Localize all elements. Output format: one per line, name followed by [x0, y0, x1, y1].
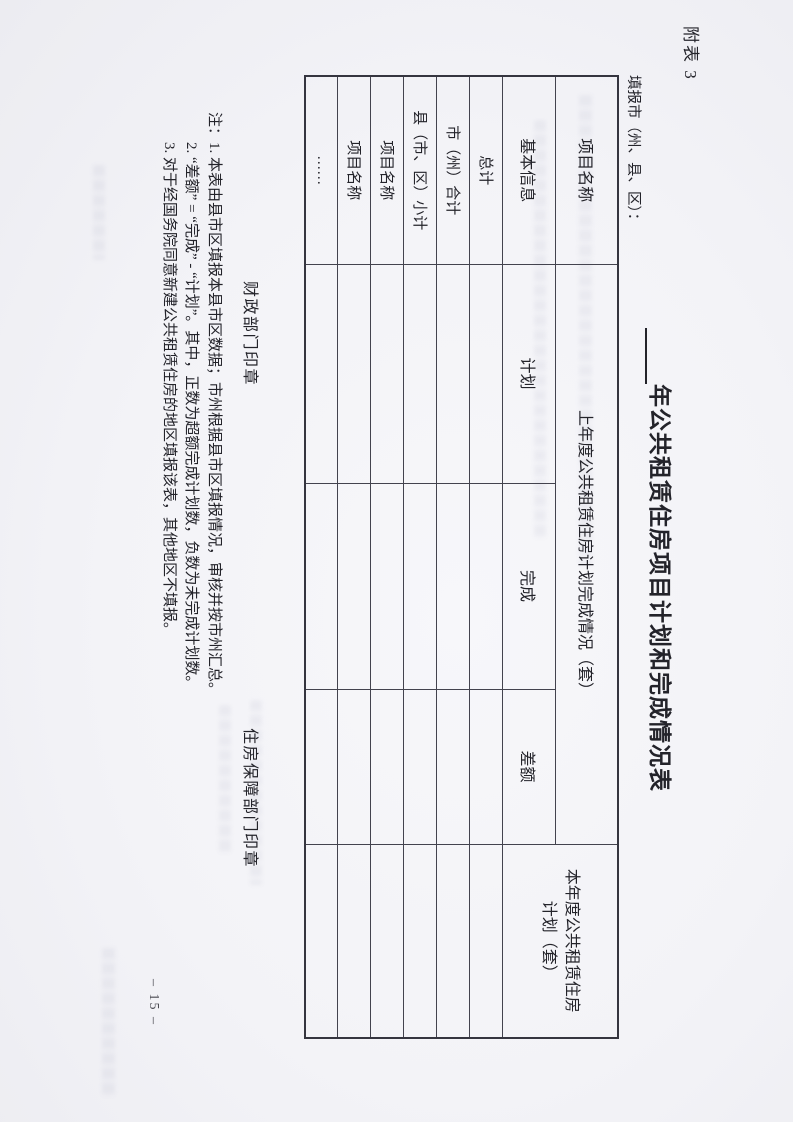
data-cell-empty [305, 844, 338, 1039]
row-label-project-name-1: 项目名称 [371, 76, 404, 264]
data-cell-empty [338, 844, 371, 1039]
row-label-ellipsis: …… [305, 76, 338, 264]
row-label-total: 总计 [470, 76, 503, 264]
page-number: – 15 – [146, 979, 161, 1026]
data-cell-empty [305, 689, 338, 845]
data-cell-empty [305, 483, 338, 689]
data-cell-empty [371, 264, 404, 483]
note-item-2: 2. “差额” = “完成” - “计划”。其中，正数为超额完成计划数，负数为未… [183, 142, 200, 691]
form-title-text: 年公共租赁住房项目计划和完成情况表 [647, 384, 672, 792]
current-year-plan-header-line2: 计划（套） [540, 900, 558, 981]
data-cell-empty [371, 689, 404, 845]
row-label-project-name-2: 项目名称 [338, 76, 371, 264]
notes-prefix: 注： [206, 112, 222, 143]
data-cell-empty [338, 689, 371, 845]
report-unit-label: 填报市（州、县、区）： [625, 75, 641, 228]
data-cell-empty [404, 844, 437, 1039]
prev-year-span-header: 上年度公共租赁住房计划完成情况（套） [556, 264, 618, 845]
col-difference-header: 差额 [503, 689, 556, 845]
corner-project-name-header: 项目名称 [556, 76, 618, 264]
note-item-3: 3. 对于经国务院同意新建公共租赁住房的地区填报该表，其他地区不填报。 [161, 142, 177, 638]
data-cell-empty [371, 483, 404, 689]
data-cell-empty [371, 844, 404, 1039]
current-year-plan-header: 本年度公共租赁住房 计划（套） [503, 844, 618, 1039]
year-blank-line [645, 328, 672, 384]
data-cell-empty [470, 844, 503, 1039]
data-cell-empty [404, 483, 437, 689]
plan-completion-table: 项目名称 上年度公共租赁住房计划完成情况（套） 本年度公共租赁住房 计划（套） … [304, 75, 619, 1040]
col-plan-header: 计划 [503, 264, 556, 483]
data-cell-empty [404, 264, 437, 483]
bleed-through-smudge [219, 705, 231, 855]
notes-block: 注： 1. 本表由县市区填报本县市区数据；市州根据县市区填报情况，审核并按市州汇… [158, 112, 226, 697]
finance-seal-label: 财政部门印章 [241, 281, 258, 387]
data-cell-empty [470, 264, 503, 483]
housing-seal-label: 住房保障部门印章 [241, 728, 258, 869]
data-cell-empty [338, 264, 371, 483]
row-label-county-subtotal: 县（市、区）小计 [404, 76, 437, 264]
corner-basic-info-header: 基本信息 [503, 76, 556, 264]
data-cell-empty [338, 483, 371, 689]
data-cell-empty [437, 844, 470, 1039]
current-year-plan-header-line1: 本年度公共租赁住房 [563, 868, 581, 1013]
data-cell-empty [404, 689, 437, 845]
data-cell-empty [305, 264, 338, 483]
note-item-1: 1. 本表由县市区填报本县市区数据；市州根据县市区填报情况，审核并按市州汇总。 [206, 142, 222, 698]
bleed-through-smudge [93, 165, 105, 260]
form-title: 年公共租赁住房项目计划和完成情况表 [645, 40, 679, 1080]
data-cell-empty [470, 689, 503, 845]
data-cell-empty [437, 264, 470, 483]
note-lines: 1. 本表由县市区填报本县市区数据；市州根据县市区填报情况，审核并按市州汇总。 … [158, 142, 226, 697]
row-label-city-subtotal: 市（州）合计 [437, 76, 470, 264]
bleed-through-smudge [102, 948, 115, 1098]
col-complete-header: 完成 [503, 483, 556, 689]
data-cell-empty [437, 689, 470, 845]
data-cell-empty [470, 483, 503, 689]
data-cell-empty [437, 483, 470, 689]
appendix-label: 附表 3 [681, 26, 700, 81]
